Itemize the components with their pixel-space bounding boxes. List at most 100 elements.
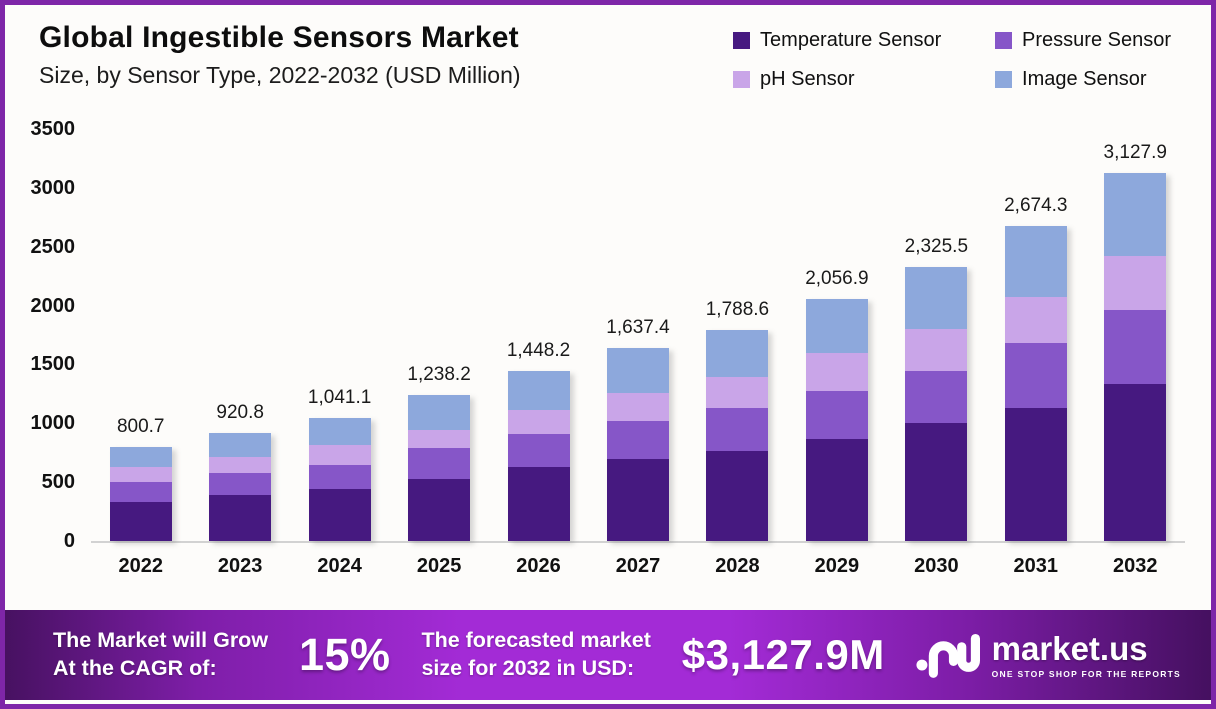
marketus-brand: market.us ONE STOP SHOP FOR THE REPORTS xyxy=(916,631,1181,679)
bar-segment-image-sensor xyxy=(606,348,669,393)
legend-label-pressure-sensor: Pressure Sensor xyxy=(1022,29,1171,51)
legend-item-ph-sensor: pH Sensor xyxy=(733,68,991,91)
forecast-value: $3,127.9M xyxy=(681,631,885,678)
y-tick-0: 0 xyxy=(63,530,75,552)
legend-swatch-temperature-sensor xyxy=(733,32,751,49)
y-tick-3500: 3500 xyxy=(30,118,76,140)
bar-total-label-2030: 2,325.5 xyxy=(904,236,969,258)
x-axis: 2022 2023 2024 2025 2026 2027 2028 2029 2030 2031… xyxy=(91,543,1185,578)
plot-area: 800.7 920.8 1,041.1 1,238.2 1,448.2 1,637.4 1,… xyxy=(91,129,1185,543)
bar-stack-2031 xyxy=(1004,226,1067,541)
bar-segment-ph-sensor xyxy=(308,445,371,466)
x-label-2031: 2031 xyxy=(1013,555,1059,577)
bar-group-2027: 1,637.4 xyxy=(589,129,687,541)
bar-stack-2030 xyxy=(905,267,968,541)
bar-total-label-2031: 2,674.3 xyxy=(1004,195,1068,217)
bar-segment-image-sensor xyxy=(805,298,868,354)
bar-segment-ph-sensor xyxy=(109,466,172,482)
y-tick-1000: 1000 xyxy=(30,412,76,435)
bar-segment-pressure-sensor xyxy=(209,473,272,495)
bar-segment-image-sensor xyxy=(1104,172,1167,256)
bar-segment-temperature-sensor xyxy=(905,422,968,541)
bar-segment-pressure-sensor xyxy=(905,370,968,423)
bar-segment-image-sensor xyxy=(1004,226,1067,297)
stacked-bar-chart: 0 500 1000 1500 2000 2500 3000 3500 800.7 920.8 1… xyxy=(5,101,1211,578)
bar-total-label-2025: 1,238.2 xyxy=(407,364,471,386)
bar-segment-image-sensor xyxy=(408,395,471,430)
bar-segment-pressure-sensor xyxy=(606,420,669,460)
bar-segment-temperature-sensor xyxy=(1104,384,1167,541)
cagr-value: 15% xyxy=(298,629,391,680)
cagr-text-line1: The Market will Grow xyxy=(53,628,269,653)
legend-label-image-sensor: Image Sensor xyxy=(1022,68,1147,90)
bar-total-label-2032: 3,127.9 xyxy=(1103,141,1167,163)
bar-segment-ph-sensor xyxy=(905,328,968,371)
bar-segment-ph-sensor xyxy=(408,429,471,449)
bar-segment-temperature-sensor xyxy=(507,467,570,541)
bar-stack-2027 xyxy=(606,348,669,541)
legend-item-image-sensor: Image Sensor xyxy=(995,68,1171,91)
bar-segment-temperature-sensor xyxy=(308,489,371,541)
x-label-2032: 2032 xyxy=(1113,555,1158,577)
bar-group-2026: 1,448.2 xyxy=(489,129,587,541)
y-tick-3000: 3000 xyxy=(30,176,76,199)
bar-group-2029: 2,056.9 xyxy=(788,129,886,541)
bar-segment-temperature-sensor xyxy=(606,459,669,541)
bar-stack-2025 xyxy=(408,395,471,541)
bar-segment-temperature-sensor xyxy=(706,450,769,541)
legend-swatch-ph-sensor xyxy=(733,71,751,88)
bar-stack-2026 xyxy=(507,370,570,541)
bar-segment-pressure-sensor xyxy=(1104,309,1167,385)
bar-segment-temperature-sensor xyxy=(408,479,471,541)
chart-legend: Temperature Sensor Pressure Sensor pH Sens… xyxy=(733,21,1171,91)
brand-tagline: ONE STOP SHOP FOR THE REPORTS xyxy=(991,668,1181,679)
bar-segment-pressure-sensor xyxy=(507,433,570,467)
bar-group-2028: 1,788.6 xyxy=(688,129,786,541)
plot-column: 800.7 920.8 1,041.1 1,238.2 1,448.2 1,637.4 1,… xyxy=(91,101,1185,578)
bar-stack-2029 xyxy=(805,298,868,541)
footer-banner: The Market will Grow At the CAGR of: 15%… xyxy=(5,610,1211,700)
bar-total-label-2026: 1,448.2 xyxy=(506,339,571,361)
bar-group-2023: 920.8 xyxy=(191,129,289,541)
bar-segment-ph-sensor xyxy=(706,376,769,408)
cagr-text: The Market will Grow At the CAGR of: xyxy=(53,627,268,683)
bar-segment-ph-sensor xyxy=(209,456,272,474)
page-subtitle: Size, by Sensor Type, 2022-2032 (USD Mil… xyxy=(39,62,521,88)
bar-stack-2032 xyxy=(1104,172,1167,541)
bar-segment-image-sensor xyxy=(109,446,172,467)
bar-total-label-2027: 1,637.4 xyxy=(606,317,670,339)
brand-text: market.us ONE STOP SHOP FOR THE REPORTS xyxy=(992,632,1181,679)
y-tick-500: 500 xyxy=(41,471,75,494)
bar-segment-image-sensor xyxy=(905,267,968,329)
legend-label-ph-sensor: pH Sensor xyxy=(760,68,855,90)
bar-stack-2024 xyxy=(308,418,371,541)
bar-segment-pressure-sensor xyxy=(408,448,471,480)
bar-segment-pressure-sensor xyxy=(805,390,868,439)
forecast-text-line1: The forecasted market xyxy=(421,628,651,653)
marketus-logo-icon xyxy=(916,633,980,678)
bar-segment-ph-sensor xyxy=(606,392,669,421)
title-block: Global Ingestible Sensors Market Size, b… xyxy=(39,21,521,89)
bar-group-2024: 1,041.1 xyxy=(290,129,388,541)
bar-segment-image-sensor xyxy=(706,330,769,377)
bar-segment-temperature-sensor xyxy=(109,501,172,541)
x-label-2030: 2030 xyxy=(914,555,959,577)
bar-total-label-2028: 1,788.6 xyxy=(705,299,770,321)
bar-stack-2022 xyxy=(109,446,172,541)
y-axis: 0 500 1000 1500 2000 2500 3000 3500 xyxy=(5,119,91,551)
bar-group-2022: 800.7 xyxy=(92,129,190,541)
bar-segment-ph-sensor xyxy=(1104,255,1167,310)
legend-item-temperature-sensor: Temperature Sensor xyxy=(733,29,991,52)
x-label-2026: 2026 xyxy=(516,555,561,577)
header: Global Ingestible Sensors Market Size, b… xyxy=(5,5,1211,101)
bar-segment-pressure-sensor xyxy=(308,465,371,490)
bar-total-label-2023: 920.8 xyxy=(216,401,264,423)
bar-stack-2028 xyxy=(706,330,769,541)
bar-segment-ph-sensor xyxy=(805,353,868,391)
legend-label-temperature-sensor: Temperature Sensor xyxy=(760,29,942,51)
bar-group-2032: 3,127.9 xyxy=(1086,129,1184,541)
bar-segment-pressure-sensor xyxy=(706,407,769,451)
bar-group-2030: 2,325.5 xyxy=(887,129,985,541)
y-tick-1500: 1500 xyxy=(30,353,76,376)
bar-stack-2023 xyxy=(209,432,272,541)
